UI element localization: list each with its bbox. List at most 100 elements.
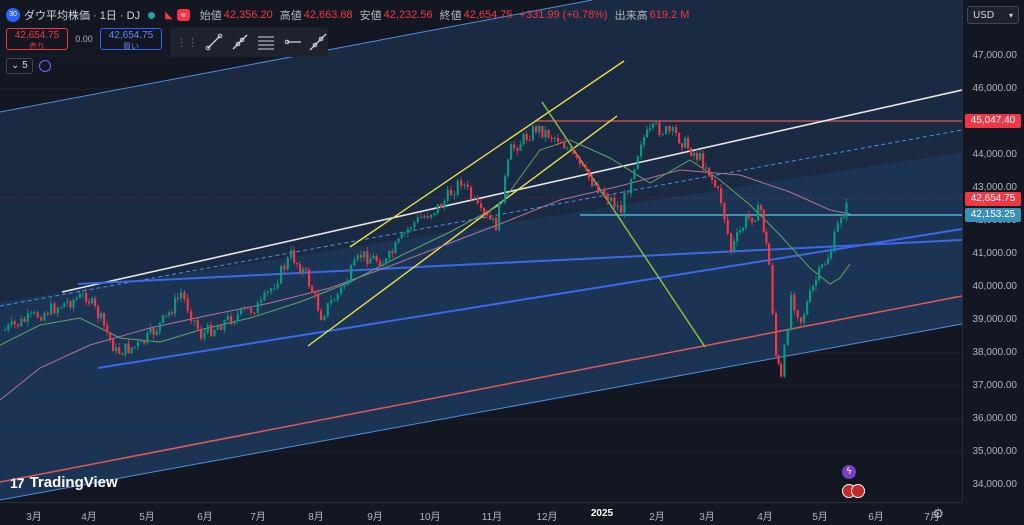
candle-body xyxy=(560,142,563,144)
gear-icon[interactable]: ⚙ xyxy=(932,507,944,522)
candle-body xyxy=(525,133,528,140)
candle-body xyxy=(230,316,233,324)
channel-mid-dashed-line[interactable] xyxy=(0,129,962,307)
low-label: 安値 xyxy=(359,10,382,22)
candle-body xyxy=(723,202,726,220)
candle-body xyxy=(223,320,226,331)
time-label: 11月 xyxy=(481,512,503,523)
candle-body xyxy=(94,298,97,307)
candlestick-series[interactable] xyxy=(4,119,848,378)
trend-line-icon[interactable] xyxy=(204,32,224,52)
symbol-badge: 30 xyxy=(6,8,20,22)
candle-body xyxy=(466,184,469,188)
candle-body xyxy=(473,197,476,199)
chart-pane[interactable]: 30 ダウ平均株価 · 1日 · DJ ◣ ≈ 始値 42,356.20 高値 … xyxy=(0,0,962,502)
candle-body xyxy=(100,313,103,319)
candle-body xyxy=(165,315,168,317)
candle-body xyxy=(693,153,696,156)
blue-trend-line-b[interactable] xyxy=(97,228,962,369)
candle-body xyxy=(569,148,572,150)
fib-levels-icon[interactable] xyxy=(256,32,276,52)
candle-body xyxy=(400,233,403,239)
horizontal-ray-icon[interactable] xyxy=(282,32,302,52)
sell-price: 42,654.75 xyxy=(14,30,60,41)
candle-body xyxy=(714,180,717,187)
drag-handle-icon[interactable]: ⋮⋮ xyxy=(176,35,198,49)
candle-body xyxy=(50,303,53,315)
price-tick: 37,000.00 xyxy=(972,380,1018,391)
candle-body xyxy=(161,315,165,323)
candle-body xyxy=(85,293,88,302)
candle-body xyxy=(809,290,812,302)
candle-body xyxy=(333,299,336,301)
candle-body xyxy=(486,213,489,216)
candle-body xyxy=(124,343,127,355)
wave-badge[interactable]: ≈ xyxy=(176,9,190,21)
candle-body xyxy=(790,294,793,330)
candle-body xyxy=(233,321,236,324)
candle-body xyxy=(531,126,535,141)
time-label: 2月 xyxy=(649,512,665,523)
candle-body xyxy=(346,280,349,286)
candle-body xyxy=(36,312,39,318)
collapse-legend-button[interactable]: ⌄ 5 xyxy=(6,58,33,74)
us-flag-icon[interactable] xyxy=(842,484,866,498)
event-flag-2[interactable] xyxy=(851,484,865,498)
candle-body xyxy=(684,137,687,148)
candle-body xyxy=(130,347,133,354)
lightning-icon[interactable]: ϟ xyxy=(842,465,856,479)
candle-body xyxy=(626,192,629,194)
volume-label: 出来高 xyxy=(614,10,648,22)
candle-body xyxy=(453,194,456,196)
candle-body xyxy=(504,176,507,202)
tradingview-logo[interactable]: 17 TradingView xyxy=(10,474,118,491)
candle-body xyxy=(594,184,597,186)
price-label: 42,153.25 xyxy=(965,208,1021,222)
candle-body xyxy=(216,325,219,330)
chart-canvas[interactable] xyxy=(0,0,962,502)
channel-bottom-line[interactable] xyxy=(0,323,962,501)
candle-body xyxy=(143,339,146,344)
symbol-title[interactable]: ダウ平均株価 · 1日 · DJ xyxy=(24,10,141,22)
buy-button[interactable]: 42,654.75 買い xyxy=(100,28,162,51)
candle-body xyxy=(480,203,483,209)
candle-body xyxy=(60,307,63,309)
price-axis[interactable]: USD ▾ 47,000.0046,000.0045,000.0044,000.… xyxy=(962,0,1024,502)
sell-button[interactable]: 42,654.75 売り xyxy=(6,28,68,51)
candle-body xyxy=(20,318,23,327)
candle-body xyxy=(668,126,671,132)
ray-icon[interactable] xyxy=(230,32,250,52)
yellow-channel-top[interactable] xyxy=(349,60,625,248)
moving-average-long xyxy=(0,169,851,401)
candle-body xyxy=(149,327,152,333)
candle-body xyxy=(436,204,439,214)
candle-body xyxy=(109,332,112,339)
candle-body xyxy=(780,363,783,377)
candle-body xyxy=(203,332,206,339)
candle-body xyxy=(213,329,216,337)
time-axis[interactable]: 3月 4月 5月 6月 7月 8月 9月 10月 11月 12月 2025 2月 3月 4月 5月 6月 7月 … xyxy=(0,502,962,525)
blue-trend-line-a[interactable] xyxy=(77,239,962,285)
yellow-channel-bottom[interactable] xyxy=(307,115,618,347)
green-trend-line[interactable] xyxy=(541,101,706,348)
price-label: 42,654.75 xyxy=(965,192,1021,206)
sync-icon[interactable] xyxy=(38,60,51,72)
white-trend-line[interactable] xyxy=(61,89,962,293)
candle-body xyxy=(762,209,765,232)
candle-body xyxy=(610,197,613,201)
candle-body xyxy=(775,313,778,356)
candle-body xyxy=(649,127,652,130)
candle-body xyxy=(456,180,459,195)
candle-body xyxy=(806,301,809,315)
candle-body xyxy=(155,331,158,335)
extended-line-icon[interactable] xyxy=(308,32,328,52)
candle-body xyxy=(812,285,815,291)
candle-body xyxy=(260,299,263,303)
currency-select[interactable]: USD ▾ xyxy=(967,6,1019,24)
red-support-line[interactable] xyxy=(0,295,962,483)
candle-body xyxy=(603,189,606,196)
candle-body xyxy=(655,122,658,124)
flag-icon[interactable]: ◣ xyxy=(165,9,173,21)
collapse-count: 5 xyxy=(22,60,28,71)
candle-body xyxy=(302,268,305,274)
